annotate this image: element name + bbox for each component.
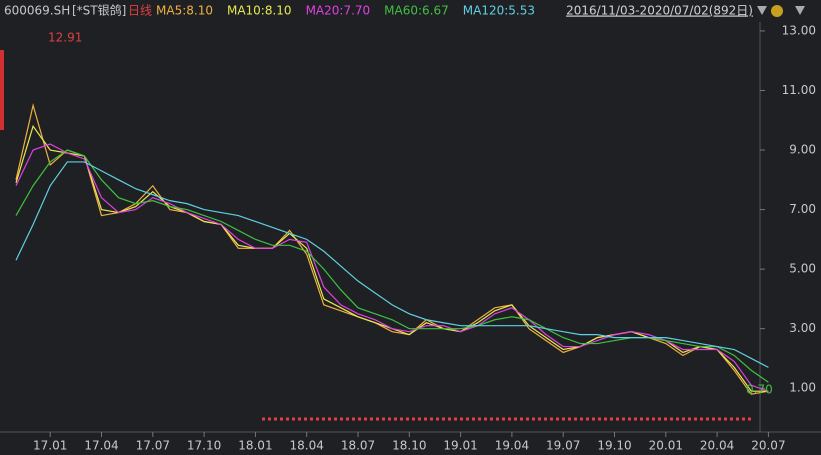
annotation: 12.91 (48, 31, 82, 45)
legend-entry: MA120:5.53 (463, 4, 535, 18)
menu-icon[interactable] (795, 6, 805, 15)
x-tick-label: 19.10 (597, 439, 631, 453)
stock-code: 600069.SH (4, 4, 70, 18)
period: 日线 (128, 4, 152, 18)
dropdown-icon[interactable] (757, 6, 767, 15)
legend-entry: MA5:8.10 (156, 4, 213, 18)
date-range[interactable]: 2016/11/03-2020/07/02(892日) (566, 4, 753, 18)
stock-name: [*ST银鸽] (72, 3, 126, 18)
x-tick-label: 18.07 (341, 439, 375, 453)
legend-entry: MA10:8.10 (227, 4, 292, 18)
ma-line (15, 161, 769, 368)
y-tick-label: 11.00 (782, 83, 816, 97)
y-tick-label: 9.00 (789, 143, 816, 157)
x-tick-label: 17.04 (84, 439, 118, 453)
ma-line (15, 143, 769, 392)
x-tick-label: 20.07 (751, 439, 785, 453)
y-tick-label: 3.00 (789, 321, 816, 335)
annotation: 0.70 (746, 383, 773, 397)
y-tick-label: 1.00 (789, 381, 816, 395)
settings-icon[interactable] (771, 5, 783, 17)
x-tick-label: 20.01 (649, 439, 683, 453)
x-tick-label: 18.01 (238, 439, 272, 453)
y-tick-label: 13.00 (782, 23, 816, 37)
x-tick-label: 19.07 (546, 439, 580, 453)
x-tick-label: 17.10 (187, 439, 221, 453)
y-tick-label: 7.00 (789, 202, 816, 216)
side-marker (0, 50, 4, 130)
y-tick-label: 5.00 (789, 262, 816, 276)
x-tick-label: 20.04 (700, 439, 734, 453)
x-tick-label: 18.10 (392, 439, 426, 453)
legend-entry: MA60:6.67 (384, 4, 449, 18)
x-tick-label: 18.04 (290, 439, 324, 453)
x-tick-label: 17.01 (33, 439, 67, 453)
legend-entry: MA20:7.70 (306, 4, 371, 18)
x-tick-label: 19.04 (495, 439, 529, 453)
x-tick-label: 19.01 (443, 439, 477, 453)
x-tick-label: 17.07 (136, 439, 170, 453)
